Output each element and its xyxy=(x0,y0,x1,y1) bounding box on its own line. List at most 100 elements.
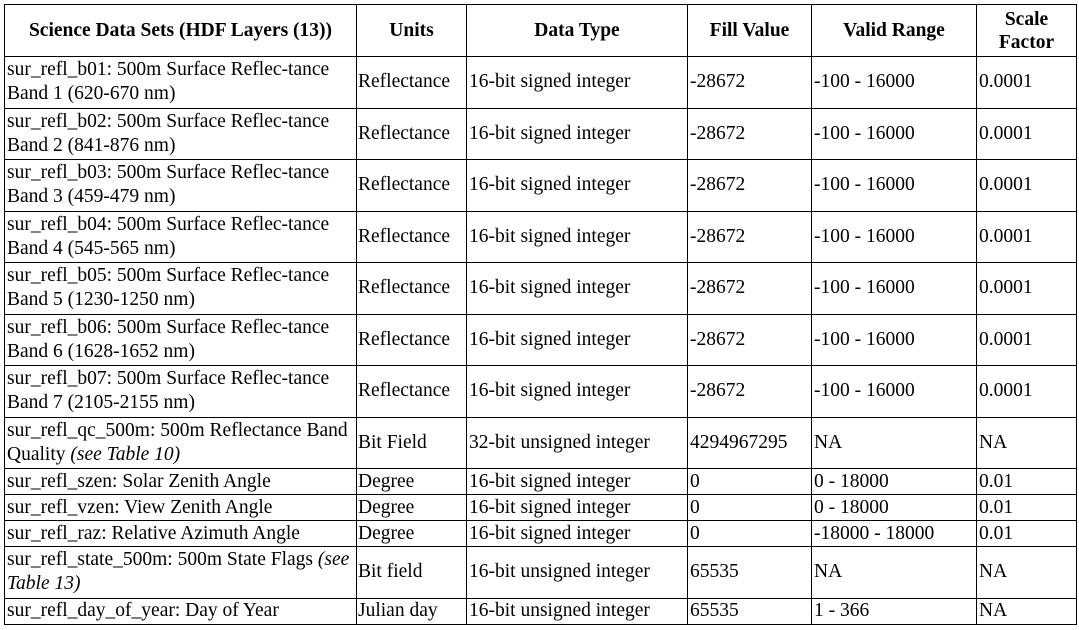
table-row: sur_refl_raz: Relative Azimuth Angle Deg… xyxy=(4,520,1077,547)
data-type-cell: 16-bit signed integer xyxy=(466,56,688,109)
units-cell: Reflectance xyxy=(356,365,467,418)
header-scale-factor: Scale Factor xyxy=(976,4,1077,57)
scale-factor-cell: NA xyxy=(976,597,1077,625)
sds-name: sur_refl_vzen: View Zenith Angle xyxy=(4,494,357,521)
table-row: sur_refl_vzen: View Zenith Angle Degree … xyxy=(4,494,1077,521)
header-fill-value: Fill Value xyxy=(687,4,812,57)
units-cell: Bit Field xyxy=(356,416,467,469)
scale-factor-cell: 0.0001 xyxy=(976,56,1077,109)
sds-name: sur_refl_b07: 500m Surface Reflec-tance … xyxy=(4,365,357,418)
units-cell: Bit field xyxy=(356,546,467,599)
units-cell: Reflectance xyxy=(356,313,467,366)
units-cell: Reflectance xyxy=(356,210,467,263)
valid-range-cell: 0 - 18000 xyxy=(811,468,977,495)
fill-value-cell: -28672 xyxy=(687,107,812,160)
data-type-cell: 16-bit unsigned integer xyxy=(466,597,688,625)
table-row: sur_refl_b04: 500m Surface Reflec-tance … xyxy=(4,210,1077,263)
units-cell: Reflectance xyxy=(356,107,467,160)
sds-name: sur_refl_b04: 500m Surface Reflec-tance … xyxy=(4,210,357,263)
fill-value-cell: 65535 xyxy=(687,546,812,599)
table-row: sur_refl_b06: 500m Surface Reflec-tance … xyxy=(4,313,1077,366)
header-row: Science Data Sets (HDF Layers (13)) Unit… xyxy=(4,4,1077,57)
table-row: sur_refl_b01: 500m Surface Reflec-tance … xyxy=(4,56,1077,109)
units-cell: Reflectance xyxy=(356,159,467,212)
table-row: sur_refl_b02: 500m Surface Reflec-tance … xyxy=(4,107,1077,160)
table-row: sur_refl_qc_500m: 500m Reflectance Band … xyxy=(4,416,1077,469)
table-row: sur_refl_b07: 500m Surface Reflec-tance … xyxy=(4,365,1077,418)
fill-value-cell: -28672 xyxy=(687,262,812,315)
valid-range-cell: NA xyxy=(811,416,977,469)
fill-value-cell: -28672 xyxy=(687,56,812,109)
data-type-cell: 16-bit signed integer xyxy=(466,494,688,521)
sds-name: sur_refl_raz: Relative Azimuth Angle xyxy=(4,520,357,547)
fill-value-cell: -28672 xyxy=(687,159,812,212)
scale-factor-cell: 0.01 xyxy=(976,520,1077,547)
scale-factor-cell: 0.0001 xyxy=(976,210,1077,263)
data-type-cell: 16-bit signed integer xyxy=(466,159,688,212)
units-cell: Julian day xyxy=(356,597,467,625)
table-row: sur_refl_szen: Solar Zenith Angle Degree… xyxy=(4,468,1077,495)
sds-name: sur_refl_qc_500m: 500m Reflectance Band … xyxy=(7,419,348,465)
fill-value-cell: 65535 xyxy=(687,597,812,625)
sds-name-cell: sur_refl_state_500m: 500m State Flags (s… xyxy=(4,546,357,599)
header-sds: Science Data Sets (HDF Layers (13)) xyxy=(4,4,357,57)
table-reference: (see Table 13) xyxy=(7,549,350,595)
valid-range-cell: NA xyxy=(811,546,977,599)
fill-value-cell: -28672 xyxy=(687,210,812,263)
sds-name: sur_refl_b05: 500m Surface Reflec-tance … xyxy=(4,262,357,315)
sds-name: sur_refl_b02: 500m Surface Reflec-tance … xyxy=(4,107,357,160)
header-valid-range: Valid Range xyxy=(811,4,977,57)
data-type-cell: 16-bit signed integer xyxy=(466,210,688,263)
table-row: sur_refl_b05: 500m Surface Reflec-tance … xyxy=(4,262,1077,315)
units-cell: Degree xyxy=(356,520,467,547)
data-type-cell: 16-bit signed integer xyxy=(466,365,688,418)
table-reference: (see Table 10) xyxy=(70,443,181,465)
units-cell: Degree xyxy=(356,494,467,521)
sds-name: sur_refl_b06: 500m Surface Reflec-tance … xyxy=(4,313,357,366)
table-row: sur_refl_state_500m: 500m State Flags (s… xyxy=(4,546,1077,599)
fill-value-cell: 4294967295 xyxy=(687,416,812,469)
data-type-cell: 16-bit signed integer xyxy=(466,262,688,315)
data-type-cell: 16-bit signed integer xyxy=(466,313,688,366)
scale-factor-cell: 0.0001 xyxy=(976,313,1077,366)
data-type-cell: 16-bit unsigned integer xyxy=(466,546,688,599)
scale-factor-cell: 0.01 xyxy=(976,468,1077,495)
data-type-cell: 32-bit unsigned integer xyxy=(466,416,688,469)
scale-factor-cell: 0.0001 xyxy=(976,159,1077,212)
fill-value-cell: -28672 xyxy=(687,365,812,418)
sds-name: sur_refl_day_of_year: Day of Year xyxy=(4,597,357,625)
valid-range-cell: 0 - 18000 xyxy=(811,494,977,521)
valid-range-cell: -100 - 16000 xyxy=(811,107,977,160)
units-cell: Reflectance xyxy=(356,56,467,109)
scale-factor-cell: 0.0001 xyxy=(976,262,1077,315)
scale-factor-cell: NA xyxy=(976,416,1077,469)
table-row: sur_refl_day_of_year: Day of Year Julian… xyxy=(4,597,1077,625)
fill-value-cell: 0 xyxy=(687,520,812,547)
scale-factor-cell: 0.01 xyxy=(976,494,1077,521)
sds-name: sur_refl_szen: Solar Zenith Angle xyxy=(4,468,357,495)
valid-range-cell: -100 - 16000 xyxy=(811,210,977,263)
fill-value-cell: 0 xyxy=(687,468,812,495)
units-cell: Reflectance xyxy=(356,262,467,315)
fill-value-cell: -28672 xyxy=(687,313,812,366)
scale-factor-cell: 0.0001 xyxy=(976,107,1077,160)
valid-range-cell: 1 - 366 xyxy=(811,597,977,625)
valid-range-cell: -100 - 16000 xyxy=(811,56,977,109)
data-type-cell: 16-bit signed integer xyxy=(466,520,688,547)
sds-name: sur_refl_state_500m: 500m State Flags xyxy=(7,549,314,571)
units-cell: Degree xyxy=(356,468,467,495)
valid-range-cell: -100 - 16000 xyxy=(811,262,977,315)
valid-range-cell: -100 - 16000 xyxy=(811,159,977,212)
valid-range-cell: -100 - 16000 xyxy=(811,365,977,418)
sds-table: Science Data Sets (HDF Layers (13)) Unit… xyxy=(4,4,1077,625)
header-units: Units xyxy=(356,4,467,57)
sds-name: sur_refl_b01: 500m Surface Reflec-tance … xyxy=(4,56,357,109)
scale-factor-cell: NA xyxy=(976,546,1077,599)
fill-value-cell: 0 xyxy=(687,494,812,521)
scale-factor-cell: 0.0001 xyxy=(976,365,1077,418)
valid-range-cell: -18000 - 18000 xyxy=(811,520,977,547)
table-row: sur_refl_b03: 500m Surface Reflec-tance … xyxy=(4,159,1077,212)
data-type-cell: 16-bit signed integer xyxy=(466,107,688,160)
sds-name: sur_refl_b03: 500m Surface Reflec-tance … xyxy=(4,159,357,212)
valid-range-cell: -100 - 16000 xyxy=(811,313,977,366)
